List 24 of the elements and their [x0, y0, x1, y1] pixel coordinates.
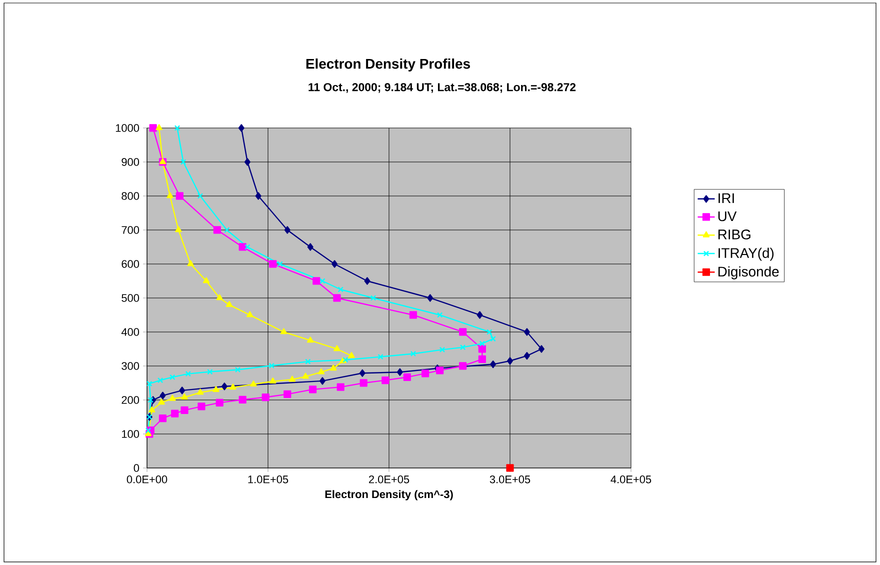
y-tick-label: 600	[122, 260, 140, 268]
legend-label: ITRAY(d)	[718, 248, 774, 261]
y-tick-label: 800	[122, 192, 140, 200]
y-tick-label: 1000	[116, 124, 140, 132]
chart-subtitle: 11 Oct., 2000; 9.184 UT; Lat.=38.068; Lon.=-98.272	[308, 83, 576, 93]
legend-label: IRI	[718, 193, 734, 203]
chart-title: Electron Density Profiles	[306, 58, 470, 72]
y-tick-label: 300	[122, 362, 140, 370]
legend-label: UV	[718, 211, 737, 222]
legend-label: RIBG	[718, 230, 750, 240]
legend-label: Digisonde	[718, 266, 779, 280]
y-tick-label: 0	[134, 464, 140, 472]
x-tick-label: 1.0E+05	[248, 476, 288, 484]
x-tick-label: 4.0E+05	[610, 476, 652, 484]
y-tick-label: 200	[122, 396, 140, 404]
y-tick-label: 400	[121, 328, 140, 336]
y-tick-label: 900	[122, 158, 140, 166]
y-tick-label: 500	[122, 294, 140, 302]
x-tick-label: 3.0E+05	[490, 476, 530, 484]
y-tick-label: 100	[122, 430, 140, 438]
x-tick-label: 2.0E+05	[368, 476, 410, 484]
x-axis-title: Electron Density (cm^-3)	[325, 490, 453, 500]
y-tick-label: 700	[122, 226, 140, 234]
x-tick-label: 0.0E+00	[126, 476, 168, 484]
